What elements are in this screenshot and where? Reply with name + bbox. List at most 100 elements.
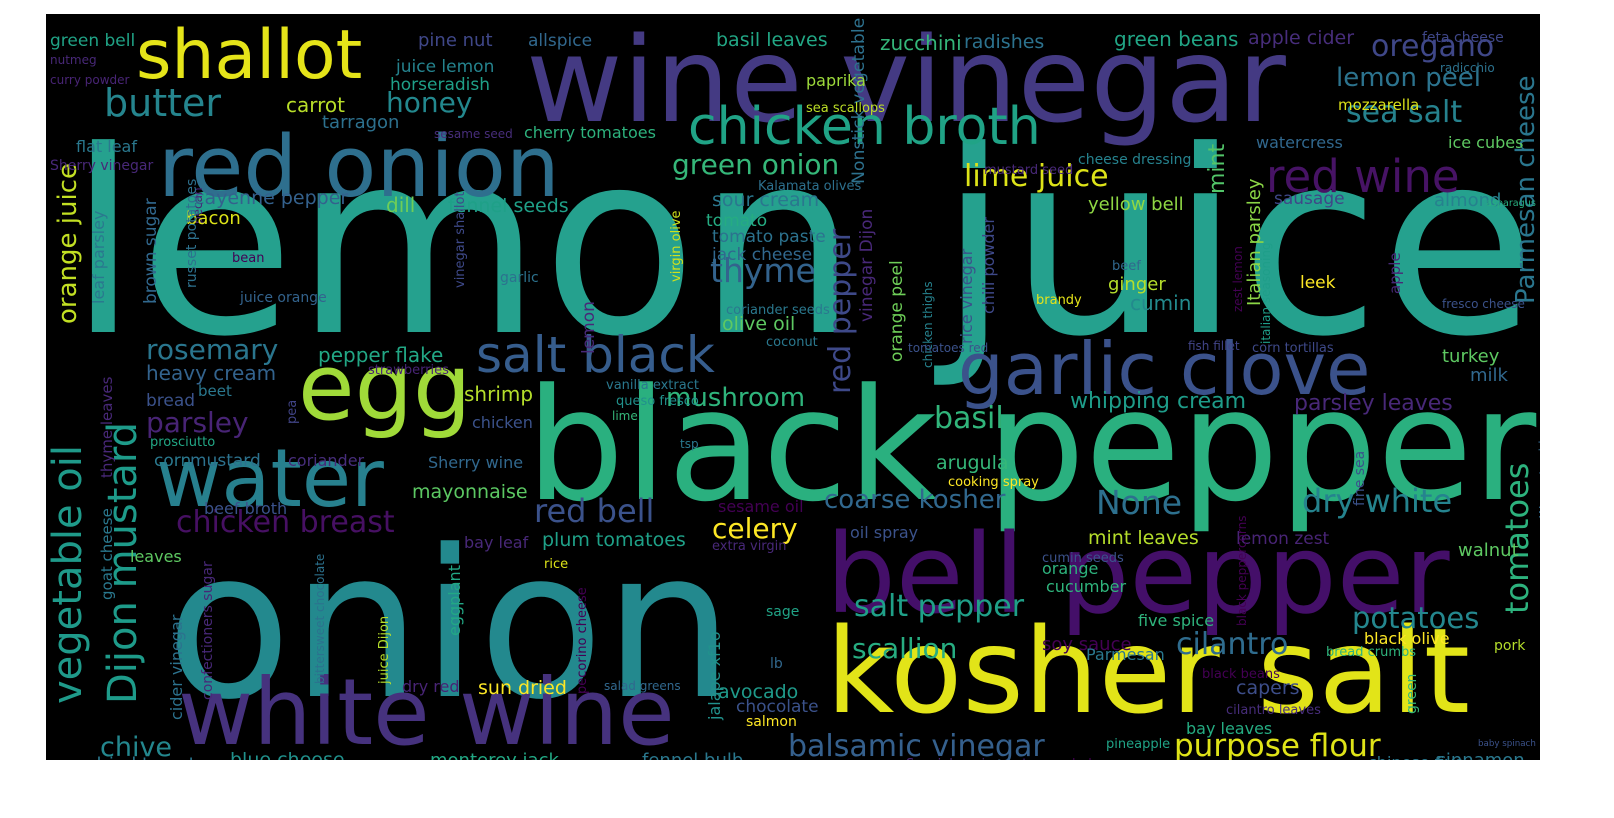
- cloud-word-green: green: [1404, 674, 1420, 714]
- cloud-word-juice-lemon: juice lemon: [395, 57, 494, 77]
- cloud-word-sesame-seed: sesame seed: [434, 127, 513, 141]
- cloud-word-chocolate: chocolate: [736, 697, 819, 717]
- cloud-word-bay-leaves: bay leaves: [1186, 719, 1272, 738]
- cloud-word-radishes: radishes: [964, 31, 1044, 53]
- cloud-word-cheese-dressing: cheese dressing: [1078, 152, 1191, 168]
- cloud-word-honey: honey: [386, 86, 472, 119]
- word-cloud: lemon juice onion black pepper wine vinegar…: [46, 14, 1540, 760]
- cloud-word-coarse-kosher: coarse kosher: [824, 485, 1006, 515]
- cloud-word-black-peppercorns: black peppercorns: [1235, 516, 1249, 626]
- cloud-word-green-onion: green onion: [672, 148, 839, 181]
- cloud-word-parsley: parsley: [146, 406, 249, 439]
- cloud-word-avocado: avocado: [718, 681, 798, 703]
- cloud-word-red-bell: red bell: [534, 492, 654, 530]
- cloud-word-green-beans: green beans: [1114, 27, 1238, 51]
- cloud-word-sage: sage: [766, 604, 799, 620]
- cloud-word-apple: apple: [1386, 252, 1404, 294]
- cloud-word-paprika: paprika: [806, 71, 866, 90]
- cloud-word-cilantro: cilantro: [1176, 627, 1288, 662]
- cloud-word-bay-leaf: bay leaf: [464, 533, 529, 552]
- cloud-word-orange-juice: orange juice: [53, 163, 83, 324]
- cloud-word-bean: bean: [232, 251, 264, 266]
- cloud-word-shallot: shallot: [136, 16, 362, 95]
- cloud-word-heavy-cream: heavy cream: [146, 361, 276, 385]
- cloud-word-salt-pepper: salt pepper: [854, 589, 1025, 624]
- cloud-word-capers: capers: [1236, 677, 1300, 699]
- cloud-word-cumin: cumin: [1130, 291, 1191, 315]
- cloud-word-sherry-vinegar: Sherry vinegar: [50, 158, 154, 174]
- cloud-word-russet-potatoes: russet potatoes: [184, 179, 200, 288]
- cloud-word-pine-nut: pine nut: [418, 30, 493, 51]
- cloud-word-plum-tomatoes: plum tomatoes: [542, 529, 686, 551]
- cloud-word-bacon: bacon: [186, 208, 241, 229]
- cloud-word-tomatoes-red: tomatoes red: [908, 341, 988, 355]
- cloud-word-fresco-cheese: fresco cheese: [1442, 297, 1525, 311]
- cloud-word-sesame-oil: sesame oil: [718, 497, 804, 516]
- cloud-word-arugula: arugula: [936, 452, 1009, 474]
- cloud-word-tomato: tomato: [706, 211, 767, 231]
- cloud-word-mint: mint: [1205, 144, 1230, 194]
- cloud-word-mayonnaise: mayonnaise: [412, 481, 528, 503]
- cloud-word-sauce: sauce: [1188, 757, 1223, 760]
- cloud-word-monterey-jack: monterey jack: [430, 750, 559, 760]
- cloud-word-italian-seasoning: italian seasoning: [1259, 242, 1273, 344]
- cloud-word-cinnamon: cinnamon: [1436, 750, 1525, 760]
- cloud-word-red-onion: red onion: [158, 118, 560, 217]
- cloud-word-tomato-paste: tomato paste: [712, 227, 826, 247]
- cloud-word-sherry-wine: Sherry wine: [428, 453, 523, 472]
- cloud-word-bread-crumbs: bread crumbs: [1326, 645, 1416, 660]
- cloud-word-pepper-flake: pepper flake: [318, 343, 443, 367]
- cloud-word-allspice: allspice: [528, 31, 592, 51]
- cloud-word-blue-cheese: blue cheese: [230, 749, 345, 760]
- cloud-word-pork: pork: [1494, 638, 1526, 654]
- cloud-word-black-pepper: black pepper: [526, 355, 1537, 536]
- cloud-word-chicken-broth: chicken broth: [688, 97, 1041, 157]
- cloud-word-coriander-seeds: coriander seeds: [726, 303, 830, 318]
- cloud-word-lemon-peel: lemon peel: [1336, 63, 1481, 93]
- cloud-word-balsamic-vinegar: balsamic vinegar: [788, 729, 1045, 760]
- cloud-background: [46, 14, 1540, 760]
- cloud-word-feta-cheese: feta cheese: [1422, 30, 1504, 46]
- cloud-word-sausage: sausage: [1274, 189, 1345, 209]
- cloud-word-dry-red: dry red: [402, 677, 460, 696]
- cloud-word-goat-cheese: goat cheese: [98, 508, 116, 600]
- cloud-word-chili-powder: chili powder: [979, 217, 998, 314]
- cloud-word-soy-sauce: soy sauce: [1042, 634, 1132, 655]
- cloud-word-corn-tortillas: corn tortillas: [1252, 341, 1334, 356]
- cloud-word-red-wine: red wine: [1266, 150, 1460, 203]
- cloud-word-butternut-squash: butternut squash: [752, 759, 864, 760]
- cloud-word-virgin-olive: virgin olive: [669, 210, 684, 282]
- cloud-word-jalape-xf1o: jalape xf1o: [705, 631, 724, 721]
- cloud-word-salmon: salmon: [746, 714, 797, 730]
- cloud-word-asparagus: asparagus: [1486, 198, 1536, 209]
- cloud-word-coconut: coconut: [766, 335, 818, 350]
- cloud-word-apple-cider: apple cider: [1248, 27, 1354, 49]
- cloud-word-egg: egg: [298, 334, 471, 441]
- cloud-word-coriander: coriander: [288, 451, 365, 470]
- cloud-word-vinegar-dijon: vinegar Dijon: [857, 209, 877, 322]
- cloud-word-carrot: carrot: [286, 93, 345, 117]
- cloud-word-baby-spinach: baby spinach: [1478, 739, 1536, 749]
- cloud-word-rice: rice: [544, 557, 568, 572]
- cloud-word-rosemary: rosemary: [146, 333, 278, 366]
- cloud-word-thyme: thyme: [710, 251, 816, 290]
- cloud-word-salad-greens: salad greens: [604, 679, 681, 693]
- cloud-word-olive-oil: olive oil: [722, 313, 795, 335]
- cloud-word-worcestershire-sauce: Worcestershire sauce: [1537, 389, 1540, 518]
- cloud-word-leaves: leaves: [130, 547, 182, 566]
- cloud-word-zucchini: zucchini: [880, 31, 962, 55]
- cloud-word-rice-vinegar: rice vinegar: [957, 248, 976, 344]
- cloud-word-jack-cheese: jack cheese: [711, 245, 812, 265]
- cloud-word-chinese-five: chinese five: [1368, 753, 1464, 760]
- cloud-word-lemon-juice: lemon juice: [68, 96, 1536, 392]
- cloud-word-corn: corn: [154, 451, 191, 471]
- cloud-word-oregano: oregano: [1371, 29, 1494, 64]
- cloud-word-milk: milk: [1470, 365, 1509, 386]
- cloud-word-red-pepper: red pepper: [823, 228, 858, 394]
- cloud-word-queso-fresco: queso fresco: [616, 394, 699, 409]
- cloud-word-lime-juice: lime juice: [964, 159, 1109, 194]
- cloud-word-cooking-spray: cooking spray: [948, 475, 1039, 490]
- cloud-word-juice-orange: juice orange: [239, 290, 327, 306]
